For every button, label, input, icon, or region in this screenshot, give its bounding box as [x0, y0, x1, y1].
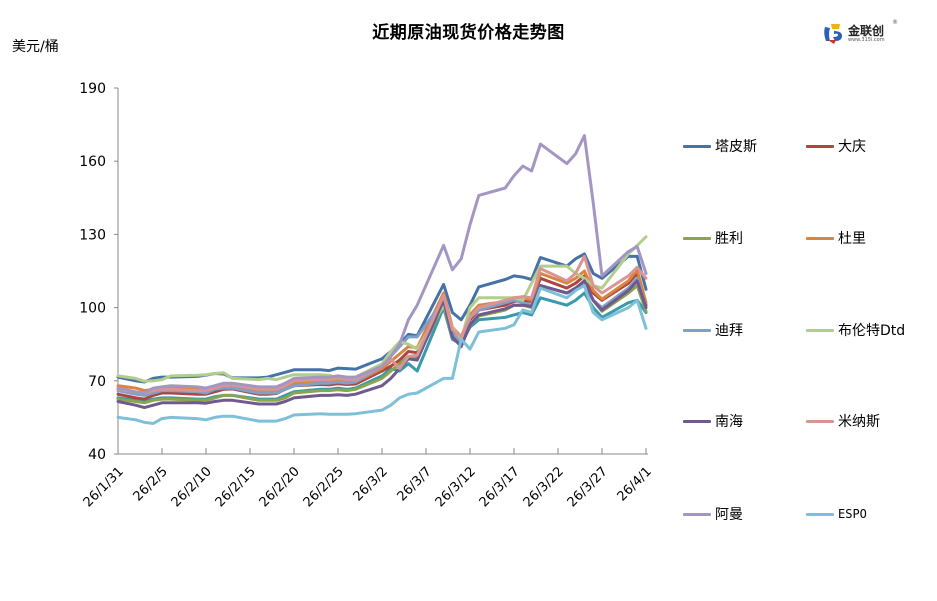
x-tick-label: 26/1/31	[81, 464, 127, 510]
x-tick-label: 26/3/12	[433, 464, 479, 510]
legend-label: 迪拜	[715, 323, 743, 339]
x-tick-label: 26/2/25	[301, 464, 347, 510]
y-tick-label: 130	[79, 227, 106, 243]
y-tick-label: 100	[79, 301, 106, 317]
x-axis: 26/1/31 26/2/526/2/1026/2/1526/2/2026/2/2…	[81, 448, 655, 510]
legend-label: 塔皮斯	[715, 139, 757, 155]
x-tick-label: 26/4/1	[615, 464, 655, 504]
logo-name: 金联创	[848, 24, 885, 38]
legend-label: 杜里	[838, 231, 866, 247]
legend-swatch-icon	[806, 328, 834, 332]
legend-item[interactable]: 胜利	[683, 228, 743, 248]
series-line-阿曼	[116, 134, 648, 395]
x-tick-label: 26/2/10	[169, 464, 215, 510]
y-axis-unit-label: 美元/桶	[12, 39, 59, 55]
legend-item[interactable]: 迪拜	[683, 320, 743, 340]
legend-label: 胜利	[715, 231, 743, 247]
logo-registered-mark: ®	[892, 19, 898, 26]
legend-item[interactable]: 大庆	[806, 136, 866, 156]
legend-swatch-icon	[806, 144, 834, 148]
x-tick-label: 26/2/15	[213, 464, 259, 510]
legend-swatch-icon	[683, 512, 711, 516]
legend-label: 布伦特Dtd	[838, 323, 906, 339]
x-tick-label: 26/2/5	[131, 464, 171, 504]
legend-label: 米纳斯	[838, 414, 880, 430]
legend-swatch-icon	[683, 144, 711, 148]
series-line-ESPO	[116, 284, 648, 425]
legend-swatch-icon	[806, 419, 834, 423]
legend-item[interactable]: 杜里	[806, 228, 866, 248]
chart-title: 近期原油现货价格走势图	[372, 23, 565, 43]
brand-logo: 金联创 ® www.315i.com	[822, 19, 902, 47]
legend-label: 南海	[715, 414, 743, 430]
logo-mark-icon	[824, 24, 842, 44]
y-tick-label: 160	[79, 154, 106, 170]
legend-item[interactable]: 南海	[683, 411, 743, 431]
legend-label: 大庆	[838, 139, 866, 155]
legend-swatch-icon	[683, 419, 711, 423]
y-tick-label: 190	[79, 81, 106, 97]
legend-item[interactable]: 布伦特Dtd	[806, 320, 905, 340]
legend-item[interactable]: ESPO	[806, 504, 867, 524]
legend-swatch-icon	[683, 328, 711, 332]
x-tick-label: 26/3/2	[351, 464, 391, 504]
legend-item[interactable]: 阿曼	[683, 504, 743, 524]
series-line-南海	[116, 279, 648, 410]
legend-swatch-icon	[683, 236, 711, 240]
logo-url: www.315i.com	[848, 37, 885, 43]
legend-label: ESPO	[838, 507, 867, 521]
legend-label: 阿曼	[715, 507, 743, 523]
x-tick-label: 26/3/27	[565, 464, 611, 510]
y-tick-label: 40	[88, 447, 106, 463]
legend-item[interactable]: 塔皮斯	[683, 136, 757, 156]
plot-lines	[116, 134, 648, 425]
legend-item[interactable]: 米纳斯	[806, 411, 880, 431]
y-axis: 40 70 100 130 160 190	[79, 81, 119, 463]
legend-swatch-icon	[806, 236, 834, 240]
legend-swatch-icon	[806, 512, 834, 516]
x-tick-label: 26/2/20	[257, 464, 303, 510]
x-tick-label: 26/3/7	[395, 464, 435, 504]
x-tick-label: 26/3/22	[521, 464, 567, 510]
y-tick-label: 70	[88, 374, 106, 390]
series-line-布伦特Dtd	[116, 235, 648, 383]
x-tick-label: 26/3/17	[477, 464, 523, 510]
